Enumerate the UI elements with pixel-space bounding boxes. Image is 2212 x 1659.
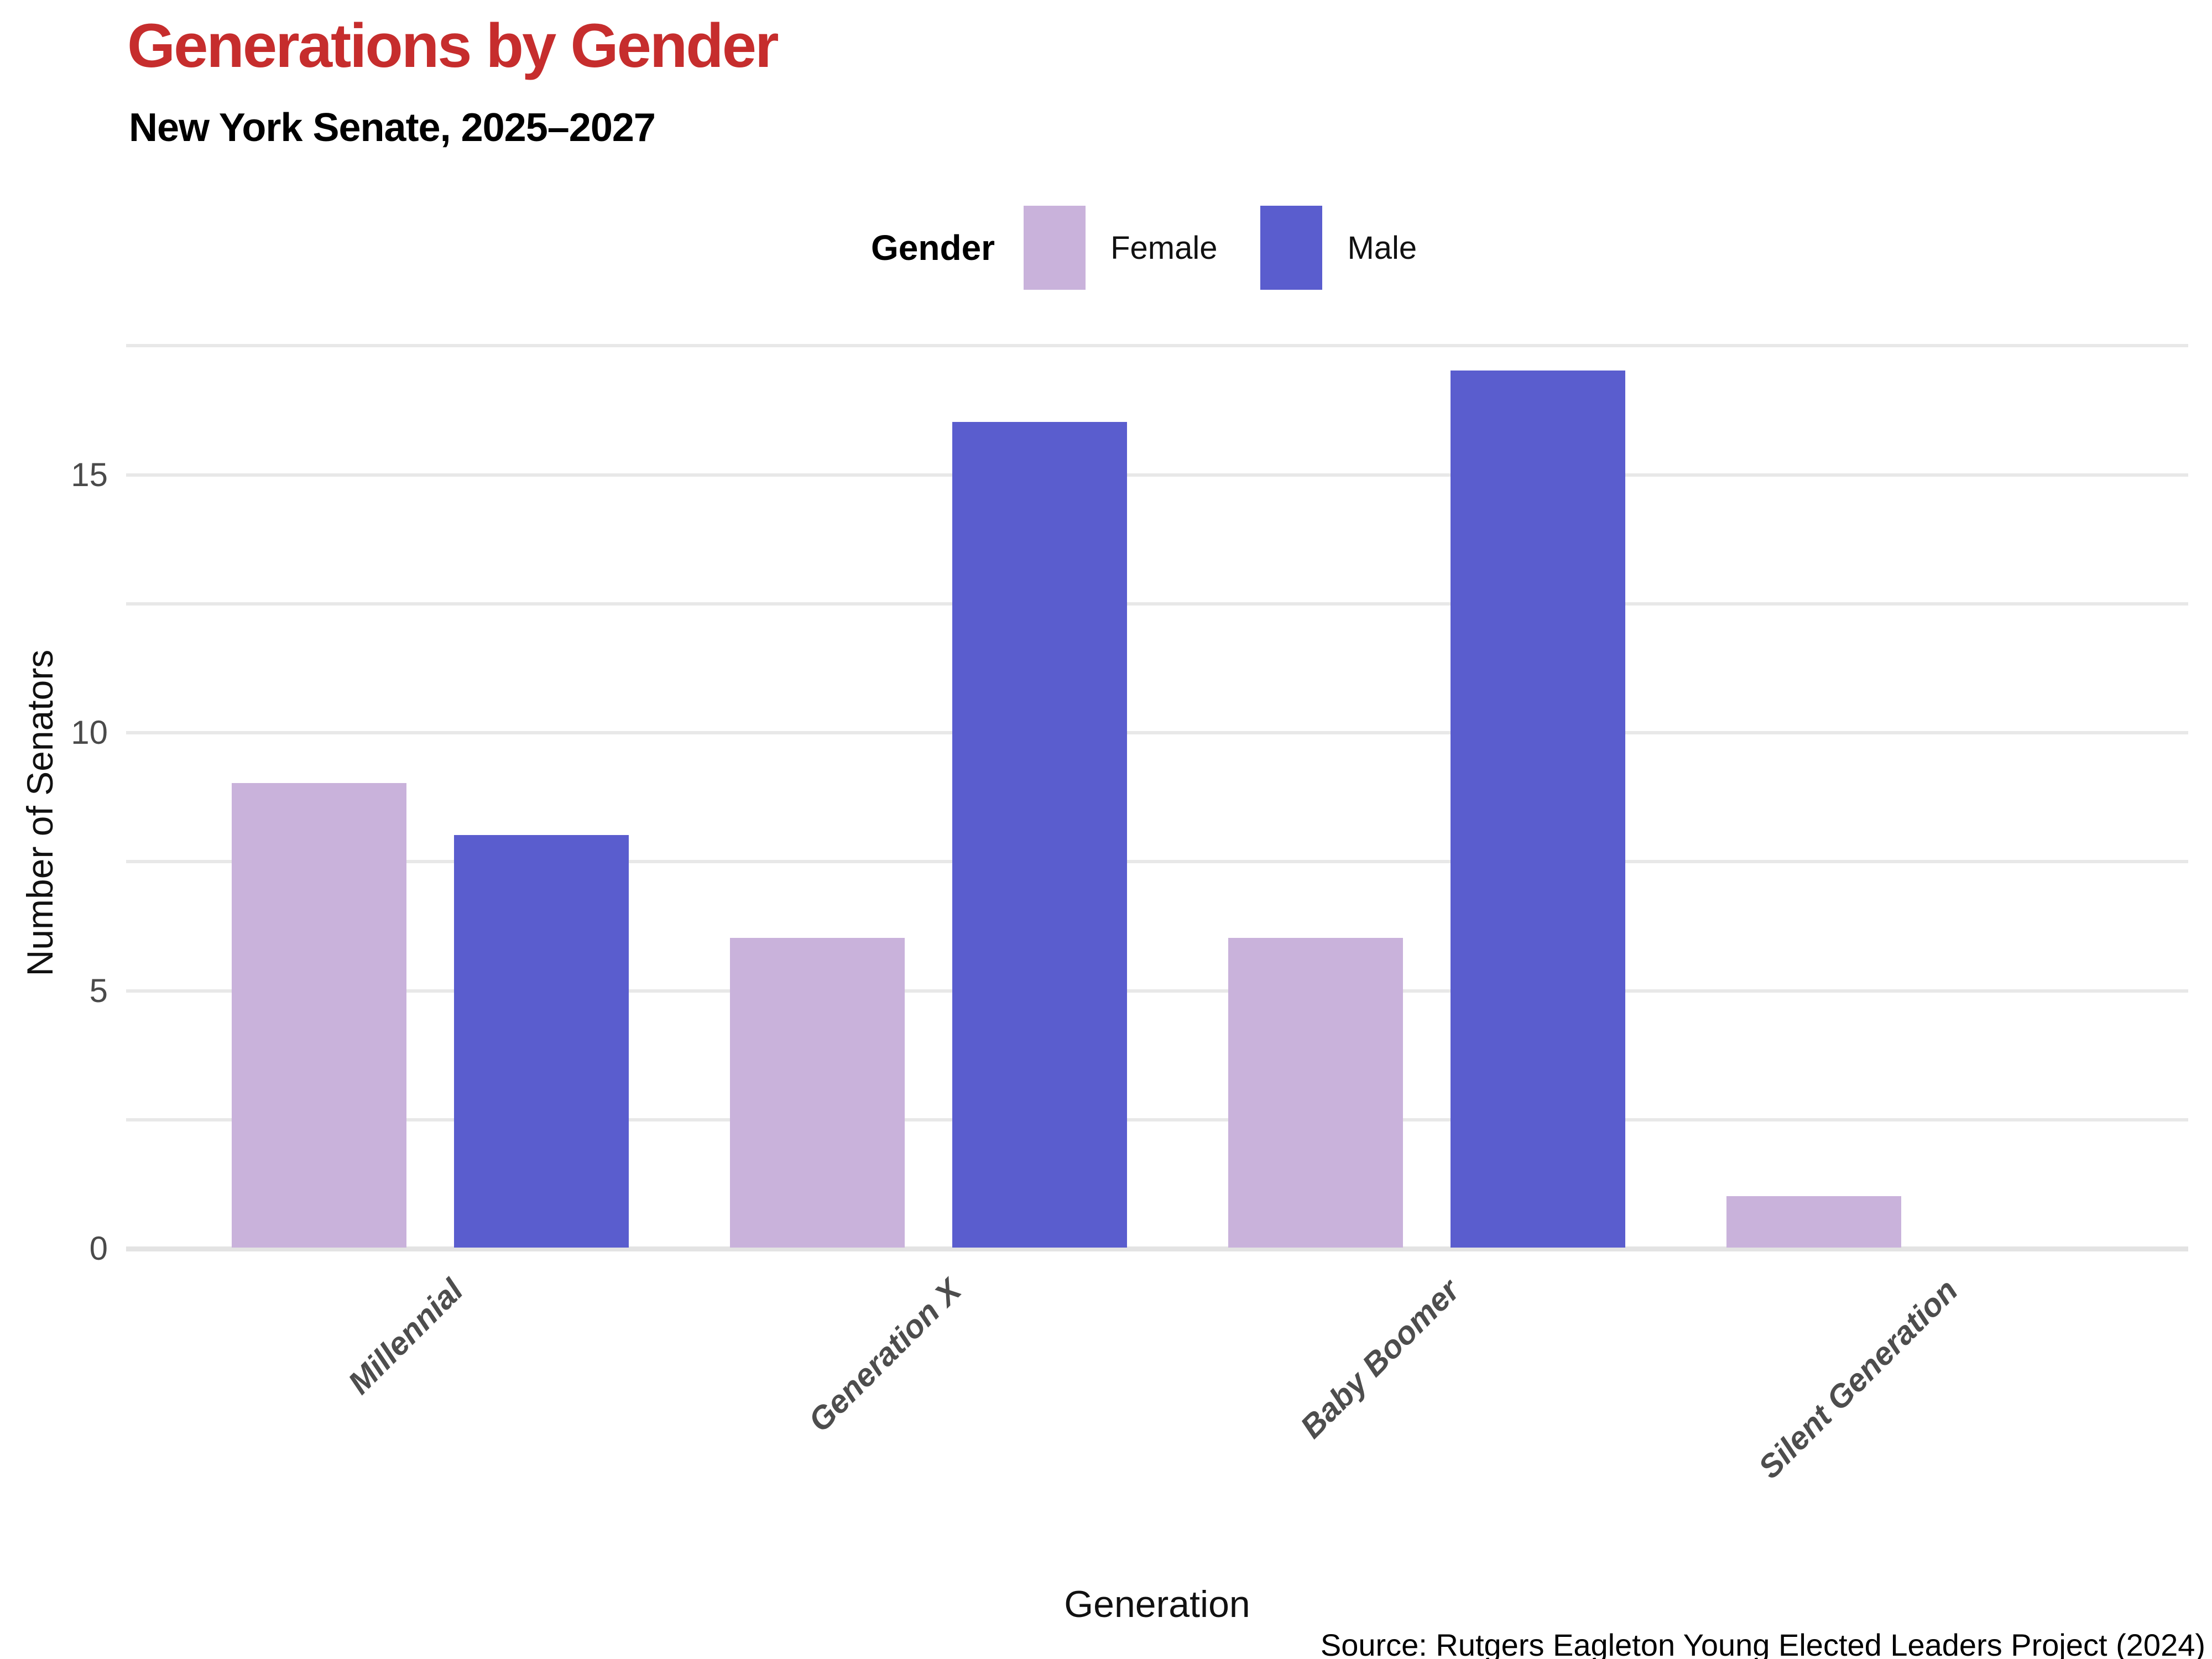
gridline [126, 344, 2188, 348]
bar-female-millennial [232, 783, 406, 1248]
legend: Gender Female Male [871, 206, 1417, 290]
bar-female-baby-boomer [1228, 938, 1403, 1248]
chart-title: Generations by Gender [127, 11, 779, 80]
gridline [126, 473, 2188, 477]
legend-swatch-male [1260, 206, 1323, 290]
plot-area [126, 307, 2188, 1251]
x-tick-label-millennial: Millennial [341, 1272, 470, 1401]
y-tick-label-5: 5 [89, 972, 108, 1009]
gridline [126, 1118, 2188, 1121]
gridline [126, 860, 2188, 864]
chart-subtitle: New York Senate, 2025–2027 [129, 106, 656, 150]
bar-male-generation-x [952, 422, 1127, 1248]
bar-female-silent-generation [1726, 1196, 1901, 1248]
legend-title: Gender [871, 228, 995, 268]
gridline [126, 731, 2188, 734]
legend-label-male: Male [1347, 229, 1417, 266]
y-tick-label-0: 0 [89, 1230, 108, 1267]
x-tick-label-generation-x: Generation X [801, 1272, 968, 1439]
x-axis-baseline [126, 1246, 2188, 1251]
legend-swatch-female [1024, 206, 1086, 290]
x-tick-label-baby-boomer: Baby Boomer [1293, 1272, 1467, 1446]
y-tick-label-15: 15 [71, 456, 108, 493]
bar-female-generation-x [730, 938, 905, 1248]
y-axis-title: Number of Senators [19, 649, 60, 977]
bar-male-millennial [454, 834, 629, 1248]
x-axis-title: Generation [1064, 1583, 1250, 1625]
y-tick-label-10: 10 [71, 714, 108, 751]
x-tick-label-silent-generation: Silent Generation [1751, 1272, 1965, 1486]
gridline [126, 602, 2188, 606]
legend-label-female: Female [1110, 229, 1218, 266]
bar-male-baby-boomer [1451, 370, 1625, 1248]
source-caption: Source: Rutgers Eagleton Young Elected L… [1320, 1627, 2205, 1659]
gridline [126, 989, 2188, 993]
